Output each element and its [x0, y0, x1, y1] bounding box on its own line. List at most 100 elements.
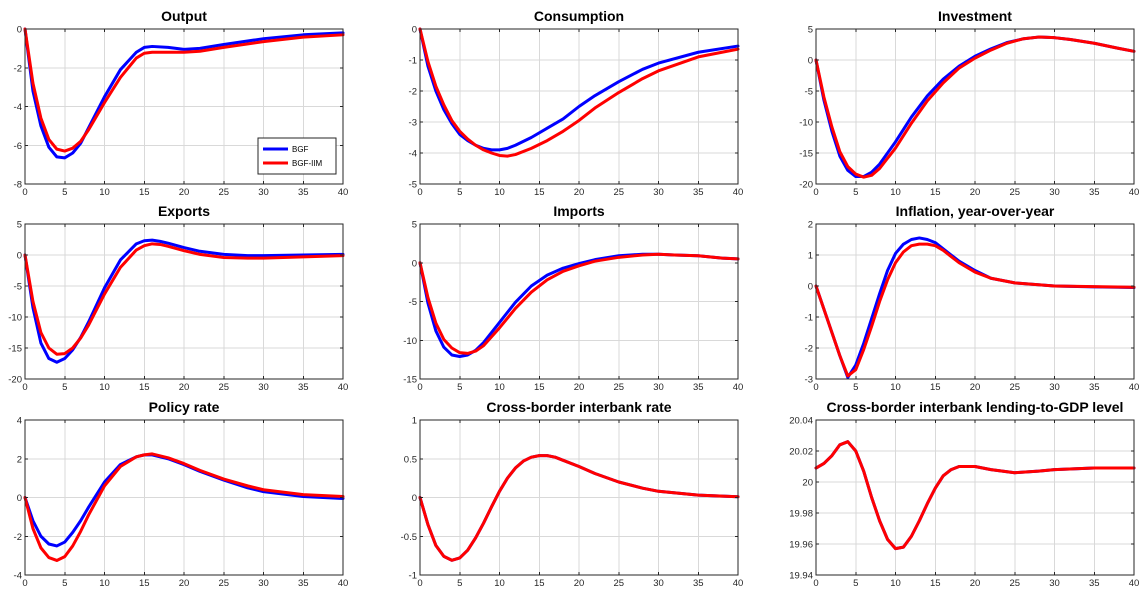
x-tick-label: 30 [653, 382, 664, 393]
y-tick-label: 5 [17, 220, 22, 231]
x-tick-label: 30 [653, 187, 664, 198]
y-tick-label: -10 [799, 118, 813, 129]
y-tick-label: -1 [409, 56, 417, 67]
chart-title: Consumption [534, 8, 624, 24]
x-tick-label: 5 [457, 187, 462, 198]
y-tick-label: 20 [802, 478, 813, 489]
legend-label-bgf-iim: BGF-IIM [292, 159, 323, 168]
y-tick-label: -15 [403, 375, 417, 386]
x-tick-label: 25 [218, 187, 229, 198]
y-tick-label: -5 [805, 87, 813, 98]
x-tick-label: 35 [1089, 187, 1100, 198]
y-tick-label: -10 [8, 313, 22, 324]
y-tick-label: 19.94 [789, 571, 813, 582]
x-tick-label: 40 [1129, 187, 1140, 198]
x-tick-label: 30 [1049, 187, 1060, 198]
x-tick-label: 20 [574, 382, 585, 393]
y-tick-label: -2 [805, 344, 813, 355]
chart-title: Cross-border interbank lending-to-GDP le… [827, 399, 1124, 415]
x-tick-label: 0 [22, 187, 27, 198]
y-tick-label: -15 [8, 344, 22, 355]
x-tick-label: 15 [930, 187, 941, 198]
x-tick-label: 30 [258, 382, 269, 393]
x-tick-label: 30 [1049, 578, 1060, 589]
y-tick-label: 0 [17, 25, 22, 36]
x-tick-label: 10 [99, 187, 110, 198]
panel-investment: 0 5 10 15 20 25 30 35 40 -20 -15 -10 -5 0 5 Investment [799, 8, 1139, 198]
series-line-bgf-iim [814, 440, 1136, 551]
y-tick-label: 0.5 [404, 454, 417, 465]
x-tick-label: 15 [534, 187, 545, 198]
x-tick-label: 5 [62, 187, 67, 198]
x-tick-label: 0 [417, 578, 422, 589]
y-tick-label: -5 [409, 297, 417, 308]
series-line-bgf-iim [23, 27, 345, 153]
tick-marks [815, 223, 1135, 380]
x-tick-label: 5 [457, 382, 462, 393]
y-tick-label: 19.96 [789, 540, 813, 551]
x-tick-label: 0 [417, 382, 422, 393]
x-tick-label: 0 [22, 578, 27, 589]
panel-imports: 0 5 10 15 20 25 30 35 40 -15 -10 -5 0 5 Imports [403, 203, 743, 393]
x-tick-label: 35 [693, 382, 704, 393]
series-line-bgf-iim [23, 242, 345, 356]
x-tick-label: 30 [258, 187, 269, 198]
chart-title: Cross-border interbank rate [486, 399, 671, 415]
legend-box [257, 137, 337, 175]
x-tick-label: 25 [1009, 382, 1020, 393]
series-line-bgf-iim [418, 252, 740, 355]
chart-title: Imports [553, 203, 605, 219]
y-tick-label: 1 [808, 251, 813, 262]
chart-title: Exports [158, 203, 210, 219]
x-tick-label: 0 [813, 578, 818, 589]
x-tick-label: 25 [613, 578, 624, 589]
series-line-bgf-iim [814, 35, 1136, 179]
x-tick-label: 0 [417, 187, 422, 198]
y-tick-label: 0 [412, 258, 417, 269]
x-tick-label: 25 [613, 382, 624, 393]
chart-title: Policy rate [149, 399, 220, 415]
x-tick-label: 40 [733, 187, 744, 198]
tick-marks [815, 419, 1135, 576]
chart-title: Investment [938, 8, 1012, 24]
x-tick-label: 15 [534, 578, 545, 589]
x-tick-label: 10 [890, 382, 901, 393]
panel-inflation-year-over-year: 0 5 10 15 20 25 30 35 40 -3 -2 -1 0 1 2 Inflation, year… [805, 203, 1140, 393]
gridlines [420, 224, 738, 379]
y-tick-label: 20.02 [789, 447, 813, 458]
series-line-bgf-iim [418, 27, 740, 158]
x-tick-label: 35 [298, 187, 309, 198]
panel-policy-rate: 0 5 10 15 20 25 30 35 40 -4 -2 0 2 4 Policy rate [14, 399, 349, 589]
y-tick-label: 0 [412, 493, 417, 504]
x-tick-label: 25 [613, 187, 624, 198]
y-tick-label: 2 [808, 220, 813, 231]
y-tick-label: 0 [17, 493, 22, 504]
x-tick-label: 40 [733, 578, 744, 589]
y-tick-label: -5 [409, 180, 417, 191]
x-tick-label: 20 [179, 578, 190, 589]
x-tick-label: 10 [494, 578, 505, 589]
x-tick-label: 20 [970, 187, 981, 198]
x-tick-label: 10 [99, 578, 110, 589]
tick-marks [24, 28, 344, 185]
x-tick-label: 0 [22, 382, 27, 393]
x-tick-label: 25 [1009, 187, 1020, 198]
x-tick-label: 15 [930, 382, 941, 393]
panel-consumption: 0 5 10 15 20 25 30 35 40 -5 -4 -3 -2 -1 0 Consumption [409, 8, 744, 198]
x-tick-label: 20 [970, 578, 981, 589]
x-tick-label: 40 [338, 578, 349, 589]
y-tick-label: -10 [403, 336, 417, 347]
y-tick-label: -4 [14, 102, 22, 113]
x-tick-label: 35 [1089, 578, 1100, 589]
x-tick-label: 10 [890, 187, 901, 198]
gridlines [420, 420, 738, 575]
y-tick-label: 5 [808, 25, 813, 36]
y-tick-label: -20 [799, 180, 813, 191]
x-tick-label: 35 [298, 578, 309, 589]
x-tick-label: 25 [218, 578, 229, 589]
series-line-bgf-iim [418, 454, 740, 562]
x-tick-label: 35 [298, 382, 309, 393]
y-tick-label: -15 [799, 149, 813, 160]
x-tick-label: 20 [574, 578, 585, 589]
